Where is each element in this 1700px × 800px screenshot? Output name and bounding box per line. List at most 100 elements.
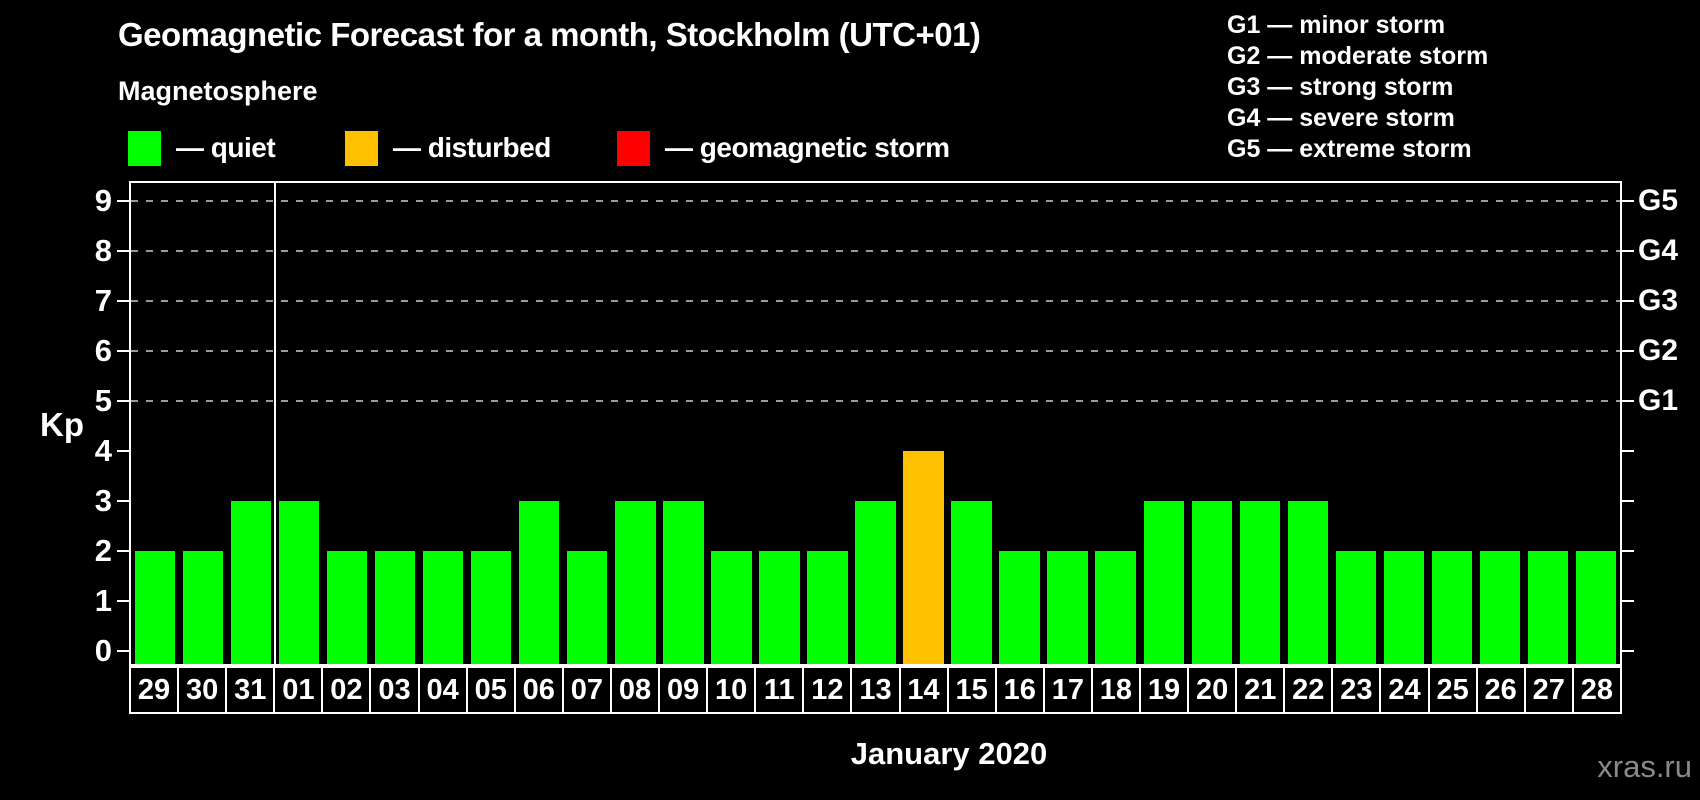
plot-area xyxy=(129,181,1622,666)
bar-day-14 xyxy=(903,451,944,664)
y-tick-left-8 xyxy=(117,250,129,252)
y-tick-right-4 xyxy=(1622,450,1634,452)
day-cell-28: 28 xyxy=(1571,666,1622,714)
day-cell-22: 22 xyxy=(1283,666,1334,714)
y-tick-label-2: 2 xyxy=(94,533,112,568)
month-separator xyxy=(274,183,277,664)
y-tick-left-9 xyxy=(117,200,129,202)
g-legend-line-g2: G2 — moderate storm xyxy=(1227,42,1489,70)
legend-swatch-storm xyxy=(617,130,650,166)
bar-day-17 xyxy=(1047,551,1088,664)
y-tick-right-3 xyxy=(1622,500,1634,502)
legend-swatch-disturbed xyxy=(345,130,378,166)
y-tick-right-6 xyxy=(1622,350,1634,352)
day-cell-03: 03 xyxy=(369,666,420,714)
day-cell-29: 29 xyxy=(129,666,180,714)
legend-label-quiet: — quiet xyxy=(176,132,276,163)
legend-item-storm: — geomagnetic storm xyxy=(617,129,950,167)
g-level-label-g2: G2 xyxy=(1638,334,1679,367)
bar-day-01 xyxy=(278,501,320,664)
day-cell-25: 25 xyxy=(1427,666,1478,714)
day-cell-12: 12 xyxy=(802,666,853,714)
legend-item-disturbed: — disturbed xyxy=(345,129,551,167)
day-cell-09: 09 xyxy=(658,666,709,714)
y-tick-label-0: 0 xyxy=(94,633,112,668)
bar-day-13 xyxy=(855,501,896,664)
y-tick-label-7: 7 xyxy=(94,283,112,318)
day-cell-08: 08 xyxy=(609,666,661,714)
y-tick-label-6: 6 xyxy=(94,333,112,368)
bar-day-19 xyxy=(1143,501,1184,664)
g-legend-line-g5: G5 — extreme storm xyxy=(1227,135,1472,163)
bar-day-11 xyxy=(759,551,800,664)
bar-day-04 xyxy=(423,551,464,664)
bar-day-16 xyxy=(999,551,1040,664)
y-tick-label-8: 8 xyxy=(94,233,112,268)
g-scale-legend: G1 — minor storm G2 — moderate storm G3 — … xyxy=(1227,10,1488,165)
day-cell-20: 20 xyxy=(1187,666,1238,714)
legend-item-quiet: — quiet xyxy=(128,129,276,167)
day-cell-21: 21 xyxy=(1235,666,1286,714)
bar-day-18 xyxy=(1095,551,1136,664)
bar-day-29 xyxy=(134,551,176,664)
day-cell-24: 24 xyxy=(1379,666,1430,714)
bar-day-05 xyxy=(471,551,512,664)
y-tick-label-5: 5 xyxy=(94,383,112,418)
legend-label-storm: — geomagnetic storm xyxy=(665,132,950,163)
bar-day-02 xyxy=(326,551,368,664)
day-cell-04: 04 xyxy=(417,666,468,714)
gridline-kp7 xyxy=(131,300,1620,302)
g-legend-line-g4: G4 — severe storm xyxy=(1227,104,1455,132)
bar-day-07 xyxy=(567,551,608,664)
g-level-label-g1: G1 xyxy=(1638,384,1679,417)
bar-day-30 xyxy=(182,551,224,664)
x-axis-day-labels: 29 30 31 01 02 03 04 05 06 07 08 09 10 11 12 13 14 15 16 17… xyxy=(129,666,1622,714)
y-tick-right-5 xyxy=(1622,400,1634,402)
plot-inner xyxy=(131,183,1620,664)
bar-day-22 xyxy=(1287,501,1328,664)
g-level-label-g5: G5 xyxy=(1638,184,1679,217)
day-cell-07: 07 xyxy=(561,666,612,714)
day-cell-17: 17 xyxy=(1042,666,1093,714)
gridline-kp6 xyxy=(131,350,1620,352)
kp-axis-label: Kp xyxy=(40,406,84,443)
y-tick-left-3 xyxy=(117,500,129,502)
bar-day-12 xyxy=(807,551,848,664)
day-cell-06: 06 xyxy=(513,666,564,714)
day-cell-18: 18 xyxy=(1090,666,1141,714)
g-legend-line-g3: G3 — strong storm xyxy=(1227,73,1454,101)
gridline-kp8 xyxy=(131,250,1620,252)
y-tick-right-0 xyxy=(1622,650,1634,652)
watermark: xras.ru xyxy=(1597,749,1692,784)
legend-swatch-quiet xyxy=(128,130,161,166)
bar-day-27 xyxy=(1527,551,1569,664)
day-cell-26: 26 xyxy=(1475,666,1526,714)
y-tick-label-3: 3 xyxy=(94,483,112,518)
day-cell-02: 02 xyxy=(321,666,372,714)
y-tick-right-7 xyxy=(1622,300,1634,302)
y-tick-label-9: 9 xyxy=(94,183,112,218)
day-cell-05: 05 xyxy=(465,666,516,714)
chart-subtitle: Magnetosphere xyxy=(118,76,318,106)
y-tick-label-4: 4 xyxy=(94,433,112,468)
day-cell-27: 27 xyxy=(1523,666,1574,714)
y-tick-left-2 xyxy=(117,550,129,552)
day-cell-15: 15 xyxy=(946,666,997,714)
day-cell-13: 13 xyxy=(850,666,901,714)
y-tick-left-4 xyxy=(117,450,129,452)
y-tick-left-0 xyxy=(117,650,129,652)
g-legend-line-g1: G1 — minor storm xyxy=(1227,11,1446,39)
day-cell-16: 16 xyxy=(994,666,1045,714)
gridline-kp5 xyxy=(131,400,1620,402)
day-cell-10: 10 xyxy=(706,666,757,714)
day-cell-31: 31 xyxy=(225,666,276,714)
y-tick-right-8 xyxy=(1622,250,1634,252)
y-tick-label-1: 1 xyxy=(94,583,112,618)
chart-title: Geomagnetic Forecast for a month, Stockh… xyxy=(118,16,981,53)
y-tick-left-6 xyxy=(117,350,129,352)
bar-day-09 xyxy=(663,501,704,664)
x-axis-title: January 2020 xyxy=(850,736,1048,771)
bar-day-06 xyxy=(519,501,560,664)
day-cell-23: 23 xyxy=(1331,666,1382,714)
